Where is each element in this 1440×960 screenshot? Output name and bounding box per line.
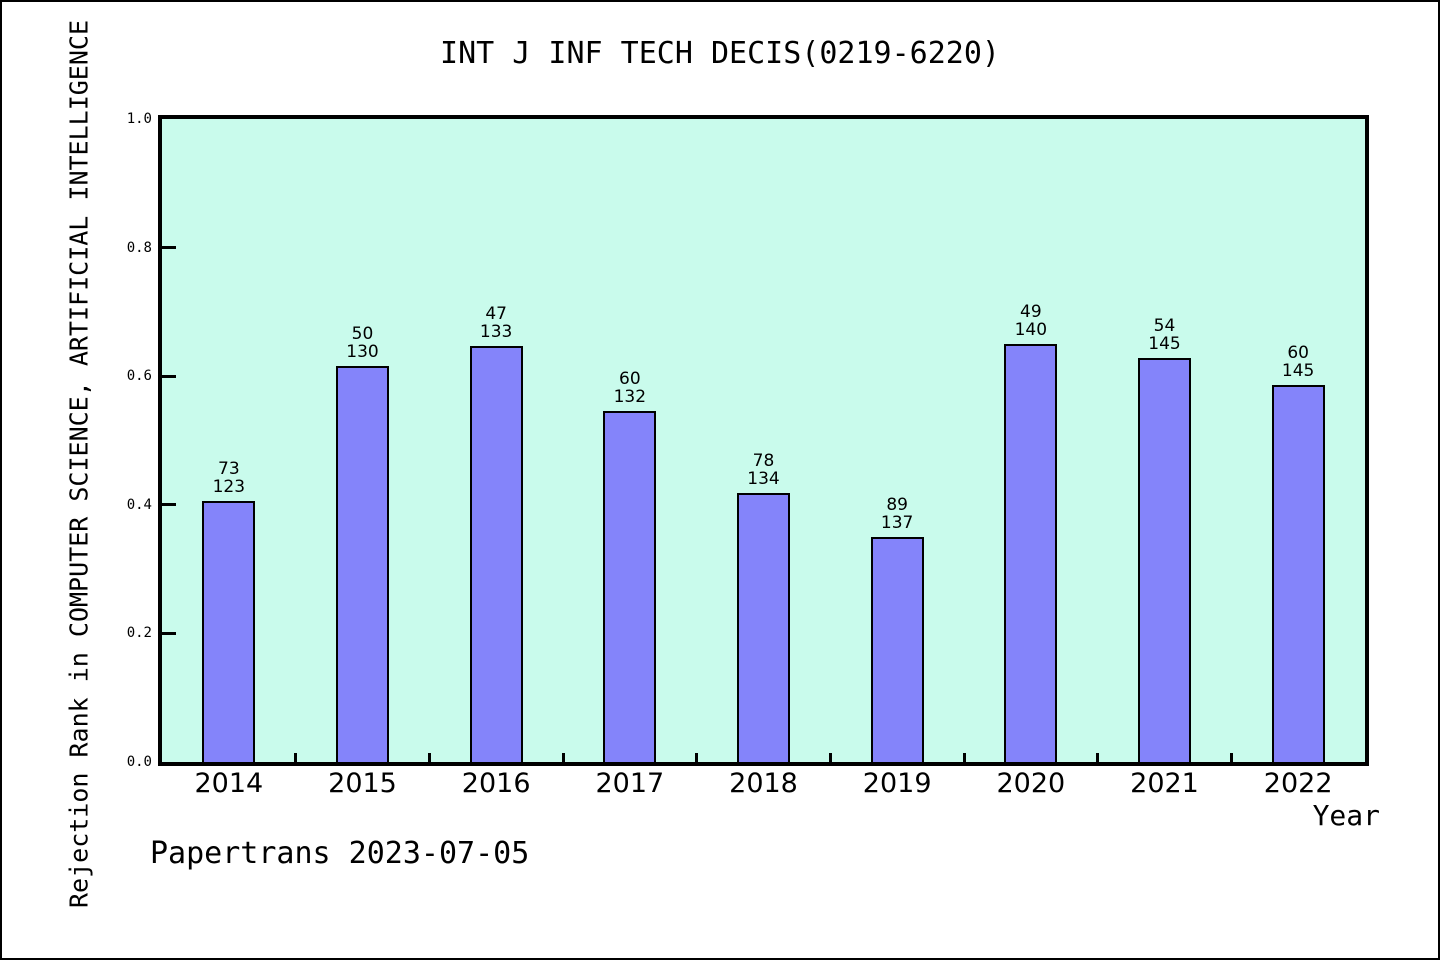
y-tick-label-0.0: 0.0: [126, 754, 152, 770]
bar-2020: [1004, 344, 1058, 762]
bar-value-label: 60 145: [1281, 343, 1315, 381]
x-axis-tick: [294, 753, 298, 762]
bar-value-label: 60 132: [613, 369, 647, 407]
y-tick-label-0.4: 0.4: [126, 496, 152, 513]
footer-watermark: Papertrans 2023-07-05: [150, 836, 530, 871]
bar-value-label: 49 140: [1014, 302, 1048, 340]
x-tick-label-2022: 2022: [1263, 768, 1333, 799]
x-axis-tick: [695, 753, 699, 762]
x-tick-label-2015: 2015: [328, 768, 397, 799]
x-axis-tick: [828, 753, 832, 762]
bar-2017: [603, 411, 657, 762]
chart-title: INT J INF TECH DECIS(0219-6220): [440, 36, 1000, 71]
y-axis-label: Rejection Rank in COMPUTER SCIENCE, ARTI…: [64, 19, 94, 909]
y-tick-label-0.6: 0.6: [126, 368, 152, 385]
x-axis-tick: [561, 753, 565, 762]
x-axis-label: Year: [1312, 799, 1380, 832]
x-axis-tick: [962, 753, 966, 762]
y-axis-tick: [162, 374, 176, 378]
bar-value-label: 73 123: [212, 459, 246, 497]
y-axis-tick: [162, 246, 176, 250]
bar-2014: [202, 501, 256, 762]
x-axis-tick: [1229, 753, 1233, 762]
x-tick-label-2020: 2020: [996, 768, 1066, 799]
y-tick-label-0.8: 0.8: [126, 239, 152, 256]
bar-2016: [469, 346, 523, 762]
bar-value-label: 78 134: [747, 451, 780, 489]
x-tick-label-2018: 2018: [729, 768, 798, 799]
x-tick-label-2016: 2016: [461, 768, 531, 799]
bar-2015: [336, 366, 389, 762]
bar-value-label: 89 137: [880, 495, 914, 533]
plot-area: 73 123 50 130 47 133 60 132 78 134 89 137 49 1…: [158, 115, 1369, 766]
bar-2021: [1138, 358, 1191, 762]
bar-2019: [870, 537, 924, 762]
x-tick-label-2019: 2019: [862, 768, 932, 799]
x-tick-label-2014: 2014: [194, 768, 264, 799]
x-axis-tick: [427, 753, 431, 762]
y-axis-tick: [162, 503, 176, 507]
x-tick-label-2021: 2021: [1130, 768, 1199, 799]
bar-2018: [737, 493, 790, 762]
bar-value-label: 50 130: [346, 324, 379, 362]
y-axis-tick: [162, 631, 176, 635]
x-axis-tick: [1096, 753, 1100, 762]
y-tick-label-0.2: 0.2: [126, 625, 152, 642]
bar-value-label: 47 133: [479, 304, 513, 342]
x-tick-label-2017: 2017: [595, 768, 665, 799]
bar-value-label: 54 145: [1148, 316, 1181, 354]
y-tick-label-1.0: 1.0: [126, 111, 152, 127]
bar-2022: [1271, 385, 1325, 762]
